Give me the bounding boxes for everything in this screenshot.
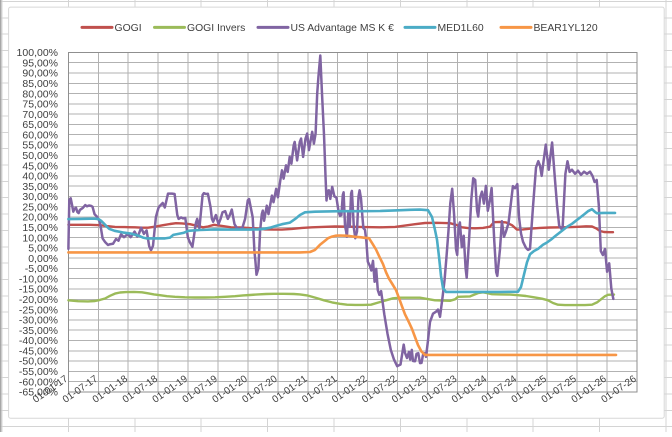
svg-text:-50,00%: -50,00% [19,356,58,368]
svg-text:-15,00%: -15,00% [19,284,58,296]
svg-text:-35,00%: -35,00% [19,325,58,337]
svg-text:10,00%: 10,00% [22,232,58,244]
svg-text:-30,00%: -30,00% [19,315,58,327]
svg-text:MED1L60: MED1L60 [438,23,484,34]
svg-text:45,00%: 45,00% [22,160,58,172]
svg-text:40,00%: 40,00% [22,171,58,183]
svg-text:-10,00%: -10,00% [19,273,58,285]
svg-text:-65,00%: -65,00% [19,387,58,399]
svg-text:-45,00%: -45,00% [19,346,58,358]
svg-text:60,00%: 60,00% [22,129,58,141]
svg-text:-25,00%: -25,00% [19,304,58,316]
svg-text:-55,00%: -55,00% [19,366,58,378]
svg-text:15,00%: 15,00% [22,222,58,234]
svg-text:5,00%: 5,00% [28,243,58,255]
svg-text:GOGI Invers: GOGI Invers [187,23,245,34]
svg-text:25,00%: 25,00% [22,201,58,213]
svg-text:55,00%: 55,00% [22,140,58,152]
svg-text:75,00%: 75,00% [22,99,58,111]
svg-text:70,00%: 70,00% [22,109,58,121]
svg-text:100,00%: 100,00% [17,47,58,59]
svg-text:50,00%: 50,00% [22,150,58,162]
svg-text:30,00%: 30,00% [22,191,58,203]
svg-text:-5,00%: -5,00% [25,263,58,275]
svg-text:-40,00%: -40,00% [19,335,58,347]
svg-text:95,00%: 95,00% [22,57,58,69]
svg-text:GOGI: GOGI [115,23,142,34]
svg-text:-60,00%: -60,00% [19,376,58,388]
svg-text:85,00%: 85,00% [22,78,58,90]
svg-text:0,00%: 0,00% [28,253,58,265]
svg-text:-20,00%: -20,00% [19,294,58,306]
svg-text:20,00%: 20,00% [22,212,58,224]
svg-text:35,00%: 35,00% [22,181,58,193]
svg-text:US Advantage MS K €: US Advantage MS K € [291,23,395,34]
svg-text:65,00%: 65,00% [22,119,58,131]
svg-text:BEAR1YL120: BEAR1YL120 [534,23,598,34]
svg-text:80,00%: 80,00% [22,88,58,100]
svg-text:90,00%: 90,00% [22,68,58,80]
